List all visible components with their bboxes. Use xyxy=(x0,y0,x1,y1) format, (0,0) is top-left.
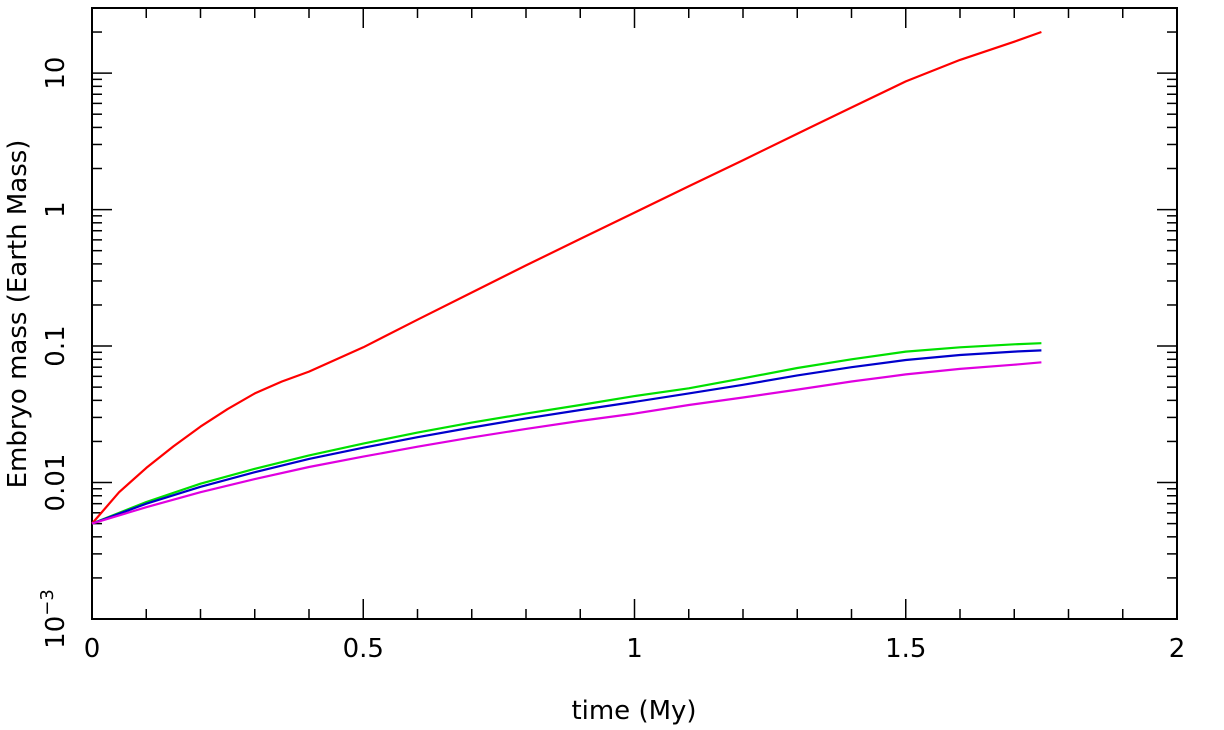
x-axis-label: time (My) xyxy=(571,696,696,726)
x-tick-label: 0 xyxy=(84,634,101,664)
series-line-1 xyxy=(91,342,1042,525)
plot-frame xyxy=(91,7,1178,620)
series-line-0 xyxy=(91,30,1042,525)
y-tick-label: 0.1 xyxy=(41,325,71,366)
y-tick-label-exponent: −3 xyxy=(37,589,58,616)
series-line-3 xyxy=(91,361,1042,525)
y-tick-label-base: 10 xyxy=(41,616,71,649)
x-tick-label: 2 xyxy=(1169,634,1186,664)
y-tick-label: 0.01 xyxy=(41,454,71,512)
y-tick-label: 10 xyxy=(41,57,71,90)
series-line-2 xyxy=(91,349,1042,525)
x-tick-label: 0.5 xyxy=(343,634,384,664)
x-axis-ticks: 0 0.5 1 1.5 2 xyxy=(84,8,1186,664)
x-tick-label: 1.5 xyxy=(885,634,926,664)
x-tick-label: 1 xyxy=(626,634,643,664)
y-tick-label: 1 xyxy=(41,201,71,218)
series-lines xyxy=(91,30,1042,525)
y-axis-label: Embryo mass (Earth Mass) xyxy=(3,140,33,489)
y-tick-label: 10−3 xyxy=(37,589,71,649)
